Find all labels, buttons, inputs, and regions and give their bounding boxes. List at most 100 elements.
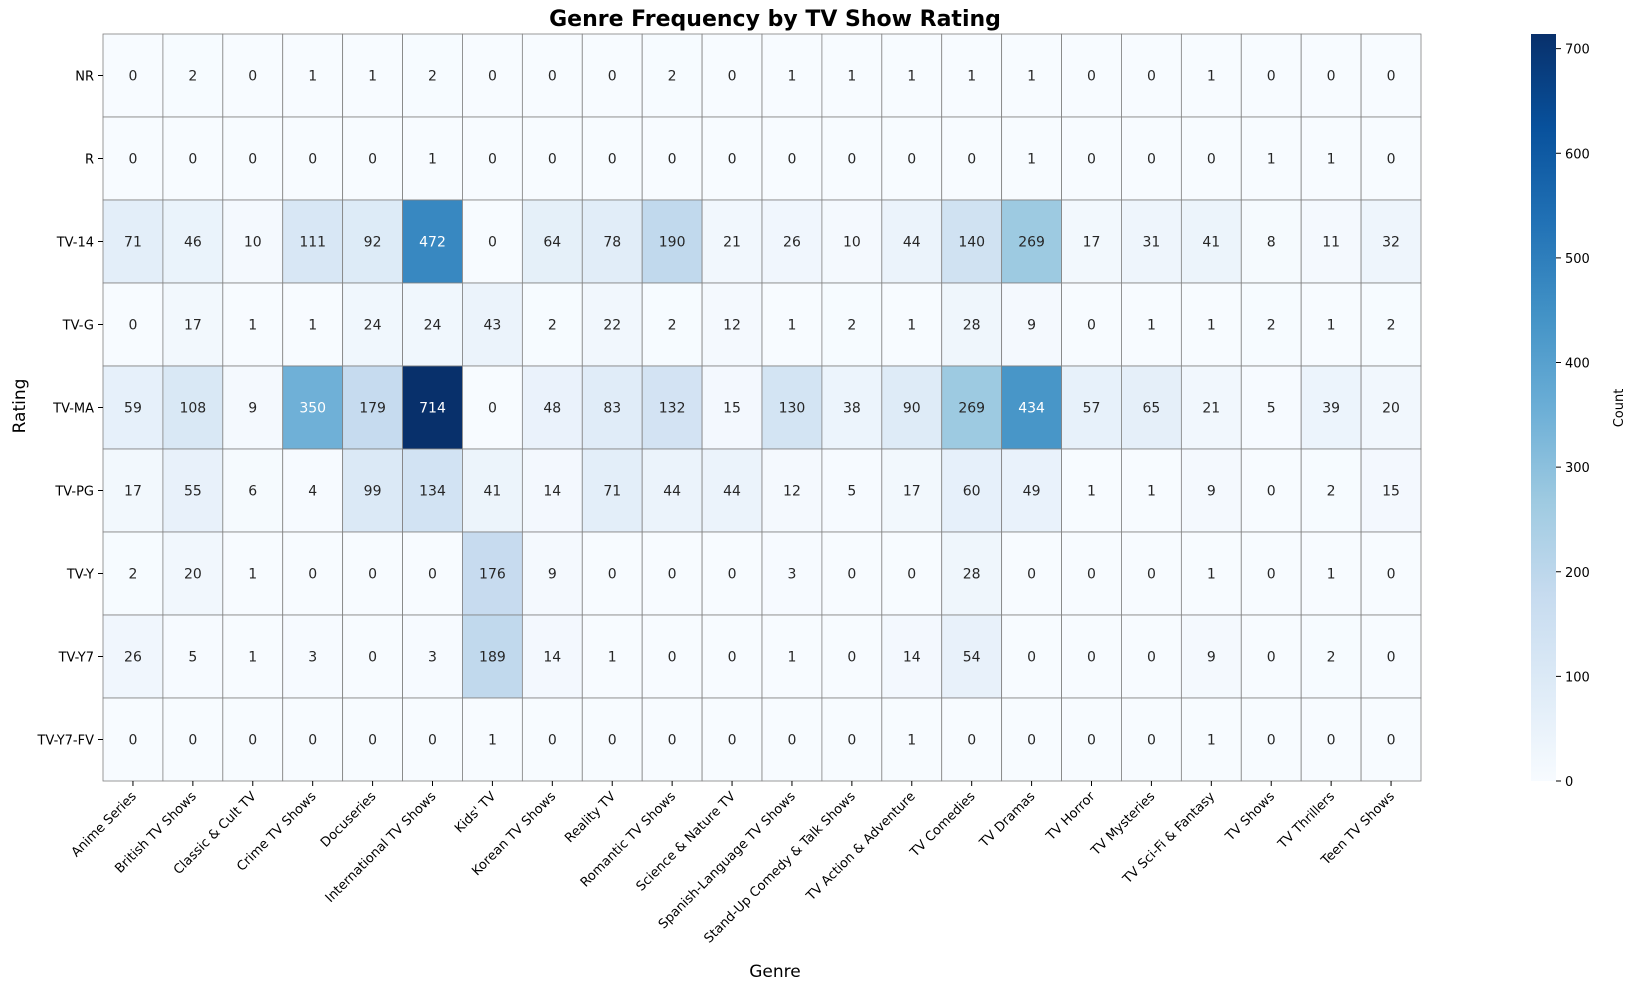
- heatmap-cell: [521, 365, 583, 450]
- x-tick-label: Science & Nature TV: [634, 789, 739, 894]
- colorbar: [1531, 34, 1556, 781]
- cell-value-label: 1: [1147, 484, 1156, 500]
- heatmap-cell: [222, 199, 284, 284]
- cell-value-label: 38: [843, 401, 861, 417]
- cell-value-label: 0: [548, 69, 557, 85]
- cell-value-label: 0: [368, 650, 377, 666]
- cell-value-label: 0: [128, 318, 137, 334]
- heatmap-cell: [1001, 448, 1062, 533]
- cell-value-label: 190: [659, 235, 686, 251]
- cell-value-label: 0: [1027, 650, 1036, 666]
- cell-value-label: 2: [188, 69, 197, 85]
- heatmap-cell: [342, 116, 403, 201]
- heatmap-cell: [222, 116, 284, 201]
- heatmap-cell: [521, 282, 583, 367]
- cell-value-label: 92: [364, 235, 382, 251]
- cell-value-label: 0: [1087, 69, 1096, 85]
- cell-value-label: 1: [1327, 567, 1336, 583]
- y-tick-label: R: [85, 153, 94, 168]
- heatmap-cells: 0 2 0 1 1 2 0 0 0 2 0 1 1 1 1 1 0 0 1 0 0 00 0 0 0 0 1 0 0 0 0 0 0 0 0 0 1 0 0…: [102, 33, 1422, 782]
- heatmap-cell: [402, 614, 463, 699]
- cell-value-label: 21: [1202, 401, 1220, 417]
- cell-value-label: 0: [1147, 733, 1156, 749]
- colorbar-tick-label: 300: [1565, 461, 1590, 476]
- cell-value-label: 78: [603, 235, 621, 251]
- cell-value-label: 0: [428, 567, 437, 583]
- cell-value-label: 189: [479, 650, 506, 666]
- cell-value-label: 65: [1142, 401, 1160, 417]
- cell-value-label: 44: [723, 484, 741, 500]
- cell-value-label: 1: [907, 69, 916, 85]
- heatmap-cell: [1240, 33, 1302, 118]
- heatmap-cell: [941, 199, 1003, 284]
- cell-value-label: 0: [907, 567, 916, 583]
- heatmap-cell: [102, 199, 164, 284]
- cell-value-label: 0: [1147, 650, 1156, 666]
- heatmap-cell: [1001, 282, 1062, 367]
- cell-value-label: 0: [128, 733, 137, 749]
- heatmap-cell: [1180, 614, 1242, 699]
- heatmap-cell: [1001, 365, 1062, 450]
- cell-value-label: 0: [1387, 650, 1396, 666]
- x-axis-label: Genre: [749, 962, 800, 982]
- heatmap-cell: [1300, 614, 1362, 699]
- cell-value-label: 0: [368, 733, 377, 749]
- heatmap-cell: [701, 199, 763, 284]
- heatmap-cell: [102, 116, 164, 201]
- cell-value-label: 0: [668, 567, 677, 583]
- colorbar-tick-label: 500: [1565, 252, 1590, 267]
- cell-value-label: 0: [308, 152, 317, 168]
- cell-value-label: 0: [188, 152, 197, 168]
- cell-value-label: 1: [1207, 567, 1216, 583]
- cell-value-label: 41: [483, 484, 501, 500]
- cell-value-label: 17: [903, 484, 921, 500]
- cell-value-label: 2: [668, 69, 677, 85]
- cell-value-label: 0: [488, 69, 497, 85]
- cell-value-label: 0: [728, 567, 737, 583]
- cell-value-label: 0: [1327, 733, 1336, 749]
- y-axis-label: Rating: [10, 379, 30, 434]
- cell-value-label: 2: [847, 318, 856, 334]
- cell-value-label: 2: [548, 318, 557, 334]
- cell-value-label: 0: [1207, 152, 1216, 168]
- cell-value-label: 0: [847, 152, 856, 168]
- heatmap-cell: [1300, 697, 1362, 782]
- cell-value-label: 28: [963, 318, 981, 334]
- cell-value-label: 9: [548, 567, 557, 583]
- heatmap-cell: [521, 448, 583, 533]
- cell-value-label: 2: [668, 318, 677, 334]
- cell-value-label: 350: [299, 401, 326, 417]
- heatmap-cell: [881, 116, 943, 201]
- cell-value-label: 83: [603, 401, 621, 417]
- heatmap-cell: [1001, 33, 1062, 118]
- cell-value-label: 0: [1387, 152, 1396, 168]
- heatmap-cell: [1240, 531, 1302, 616]
- heatmap-cell: [1121, 116, 1182, 201]
- cell-value-label: 1: [787, 650, 796, 666]
- heatmap-cell: [162, 199, 224, 284]
- cell-value-label: 1: [1207, 733, 1216, 749]
- x-tick-label: TV Action & Adventure: [803, 789, 918, 904]
- heatmap-cell: [941, 448, 1003, 533]
- heatmap-cell: [1061, 116, 1122, 201]
- heatmap-cell: [222, 365, 284, 450]
- heatmap-cell: [581, 531, 643, 616]
- cell-value-label: 2: [428, 69, 437, 85]
- heatmap-cell: [222, 614, 284, 699]
- cell-value-label: 17: [124, 484, 142, 500]
- cell-value-label: 17: [1083, 235, 1101, 251]
- cell-value-label: 0: [368, 567, 377, 583]
- cell-value-label: 108: [179, 401, 206, 417]
- cell-value-label: 24: [364, 318, 382, 334]
- heatmap-cell: [581, 282, 643, 367]
- cell-value-label: 1: [308, 318, 317, 334]
- cell-value-label: 0: [668, 650, 677, 666]
- cell-value-label: 134: [419, 484, 446, 500]
- heatmap-cell: [1240, 614, 1302, 699]
- cell-value-label: 26: [783, 235, 801, 251]
- cell-value-label: 8: [1267, 235, 1276, 251]
- cell-value-label: 0: [308, 733, 317, 749]
- cell-value-label: 1: [248, 650, 257, 666]
- cell-value-label: 0: [488, 235, 497, 251]
